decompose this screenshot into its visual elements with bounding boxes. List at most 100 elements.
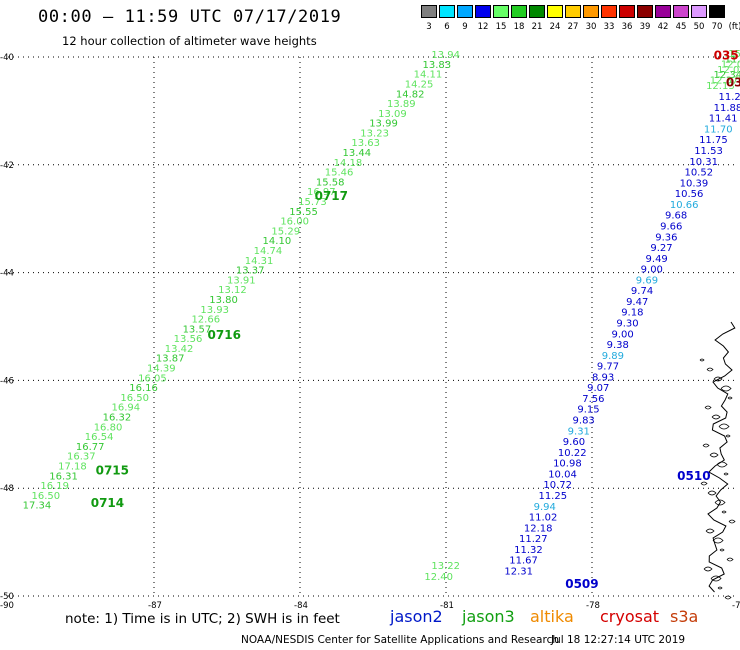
track-value: 12.40 (424, 572, 453, 583)
footer-note: note: 1) Time is in UTC; 2) SWH is in fe… (65, 611, 340, 627)
track-value: 15.73 (298, 197, 327, 208)
track-value: 13.93 (200, 305, 229, 316)
track-value: 16.31 (49, 471, 78, 482)
track-value: 13.22 (431, 561, 460, 572)
track-value: 13.42 (165, 344, 194, 355)
track-value: 13.91 (227, 275, 256, 286)
track-value: 13.44 (343, 148, 372, 159)
island-outline (717, 586, 723, 590)
track-time-label: 0714 (91, 496, 124, 510)
legend-s3a: s3a (670, 607, 699, 626)
track-value: 9.15 (577, 405, 599, 416)
track-value: 10.31 (689, 157, 718, 168)
legend-label-3: 3 (426, 22, 432, 32)
track-value: 12.18 (524, 523, 553, 534)
legend-swatch-21 (529, 5, 545, 18)
island-outline (716, 461, 728, 468)
track-value: 16.50 (31, 491, 60, 502)
track-value: 9.69 (636, 275, 658, 286)
track-time-label: 0715 (96, 464, 129, 478)
track-value: 9.30 (616, 319, 638, 330)
legend-label-6: 6 (444, 22, 450, 32)
legend-label-70: 70 (711, 22, 723, 32)
track-value: 9.74 (631, 286, 653, 297)
track-value: 11.24 (719, 92, 740, 103)
legend-jason2: jason2 (390, 607, 443, 626)
track-time-label: 0716 (208, 328, 241, 342)
track-value: 13.99 (369, 119, 398, 130)
legend-label-27: 27 (567, 22, 579, 32)
track-value: 14.39 (147, 364, 176, 375)
legend-swatch-30 (583, 5, 599, 18)
track-time-label: 0717 (315, 189, 348, 203)
track-value: 16.00 (280, 217, 309, 228)
track-value: 13.87 (156, 354, 185, 365)
track-value: 9.94 (534, 502, 556, 513)
legend-swatch-15 (493, 5, 509, 18)
track-value: 16.80 (94, 422, 123, 433)
track-value: 11.27 (519, 534, 548, 545)
track-value: 8.93 (592, 372, 614, 383)
lat-tick-label: -40 (0, 53, 14, 63)
track-value: 13.83 (423, 60, 452, 71)
island-outline (719, 548, 725, 552)
track-value: 12.66 (191, 315, 220, 326)
track-value: 15.29 (271, 226, 300, 237)
lat-tick-label: -42 (0, 161, 14, 171)
legend-label-36: 36 (621, 22, 633, 32)
track-value: 15.46 (325, 168, 354, 179)
track-value: 9.07 (587, 383, 609, 394)
track-value: 16.16 (129, 383, 158, 394)
track-value: 9.77 (597, 362, 619, 373)
track-value: 16.54 (85, 432, 114, 443)
track-value: 9.27 (650, 243, 672, 254)
track-value: 13.80 (209, 295, 238, 306)
island-outline (706, 367, 714, 372)
track-value: 14.31 (245, 256, 274, 267)
track-value: 14.82 (396, 89, 425, 100)
generated-timestamp: Jul 18 12:27:14 UTC 2019 (551, 634, 686, 646)
track-value: 15.55 (289, 207, 318, 218)
island-outline (712, 537, 724, 544)
track-value: 14.74 (254, 246, 283, 257)
lon-tick-label: -81 (440, 601, 454, 611)
track-value: 10.98 (553, 459, 582, 470)
island-outline (723, 472, 729, 476)
track-value: 13.37 (236, 266, 265, 277)
lat-tick-label: -48 (0, 484, 14, 494)
island-outline (713, 376, 723, 382)
legend-label-12: 12 (477, 22, 489, 32)
island-outline (705, 528, 715, 534)
legend-swatch-6 (439, 5, 455, 18)
legend-label-42: 42 (657, 22, 669, 32)
legend-swatch-12 (475, 5, 491, 18)
track-value: 11.41 (709, 114, 738, 125)
track-value: 12.37 (710, 76, 739, 87)
track-value: 9.83 (573, 416, 595, 427)
island-outline (718, 423, 730, 430)
island-outline (710, 575, 722, 582)
legend-altika: altika (530, 607, 574, 626)
legend-label-30: 30 (585, 22, 597, 32)
track-value: 7.56 (582, 394, 604, 405)
track-value: 9.49 (646, 254, 668, 265)
track-value: 10.04 (548, 469, 577, 480)
legend-swatch-3 (421, 5, 437, 18)
coastline (707, 321, 736, 593)
track-value: 15.58 (316, 177, 345, 188)
track-value: 9.66 (660, 221, 682, 232)
track-value: 11.32 (514, 545, 543, 556)
legend-swatch-39 (637, 5, 653, 18)
page-subtitle: 12 hour collection of altimeter wave hei… (62, 34, 317, 48)
lat-tick-label: -44 (0, 269, 14, 279)
track-value: 11.25 (538, 491, 567, 502)
track-value: 11.88 (714, 103, 740, 114)
legend-label-24: 24 (549, 22, 561, 32)
track-value: 14.25 (405, 79, 434, 90)
track-value: 10.66 (670, 200, 699, 211)
legend-label-18: 18 (513, 22, 525, 32)
legend-label-9: 9 (462, 22, 468, 32)
legend-label-39: 39 (639, 22, 651, 32)
island-outline (728, 519, 736, 524)
